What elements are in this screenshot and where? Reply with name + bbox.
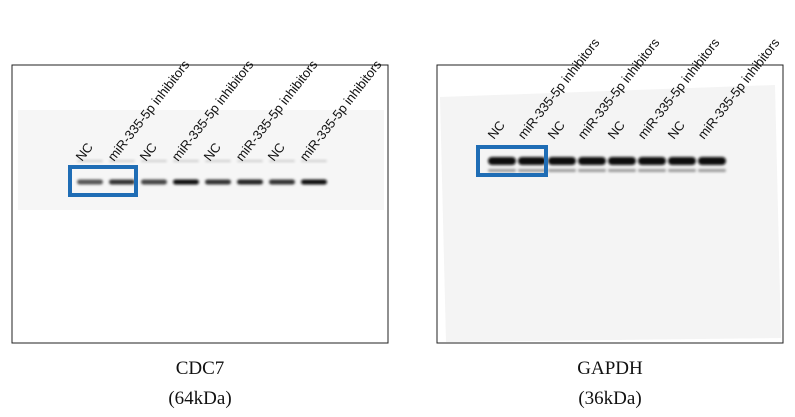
highlight-box <box>68 165 138 197</box>
band <box>173 160 199 162</box>
band <box>548 157 576 165</box>
band <box>608 157 636 165</box>
band <box>638 157 666 165</box>
highlight-box <box>476 145 548 177</box>
band <box>141 160 167 162</box>
caption-size: (64kDa) <box>168 388 231 409</box>
band <box>668 169 696 172</box>
band <box>488 157 516 165</box>
band <box>205 160 231 162</box>
band <box>488 169 516 172</box>
band <box>205 179 231 185</box>
band <box>173 179 199 185</box>
band <box>301 179 327 185</box>
band <box>237 179 263 185</box>
band <box>548 169 576 172</box>
bands <box>77 157 726 185</box>
band <box>698 157 726 165</box>
band <box>518 169 546 172</box>
band <box>518 157 546 165</box>
band <box>638 169 666 172</box>
band <box>578 157 606 165</box>
band <box>578 169 606 172</box>
band <box>237 160 263 162</box>
band <box>608 169 636 172</box>
band <box>77 160 103 162</box>
band <box>668 157 696 165</box>
caption-name: CDC7 <box>176 358 225 379</box>
band <box>141 179 167 185</box>
gel-area <box>440 85 781 342</box>
caption-size: (36kDa) <box>578 388 641 409</box>
band <box>77 179 103 185</box>
band <box>269 179 295 185</box>
band <box>109 160 135 162</box>
band <box>109 179 135 185</box>
band <box>269 160 295 162</box>
band <box>698 169 726 172</box>
band <box>301 160 327 162</box>
caption-name: GAPDH <box>577 358 643 379</box>
